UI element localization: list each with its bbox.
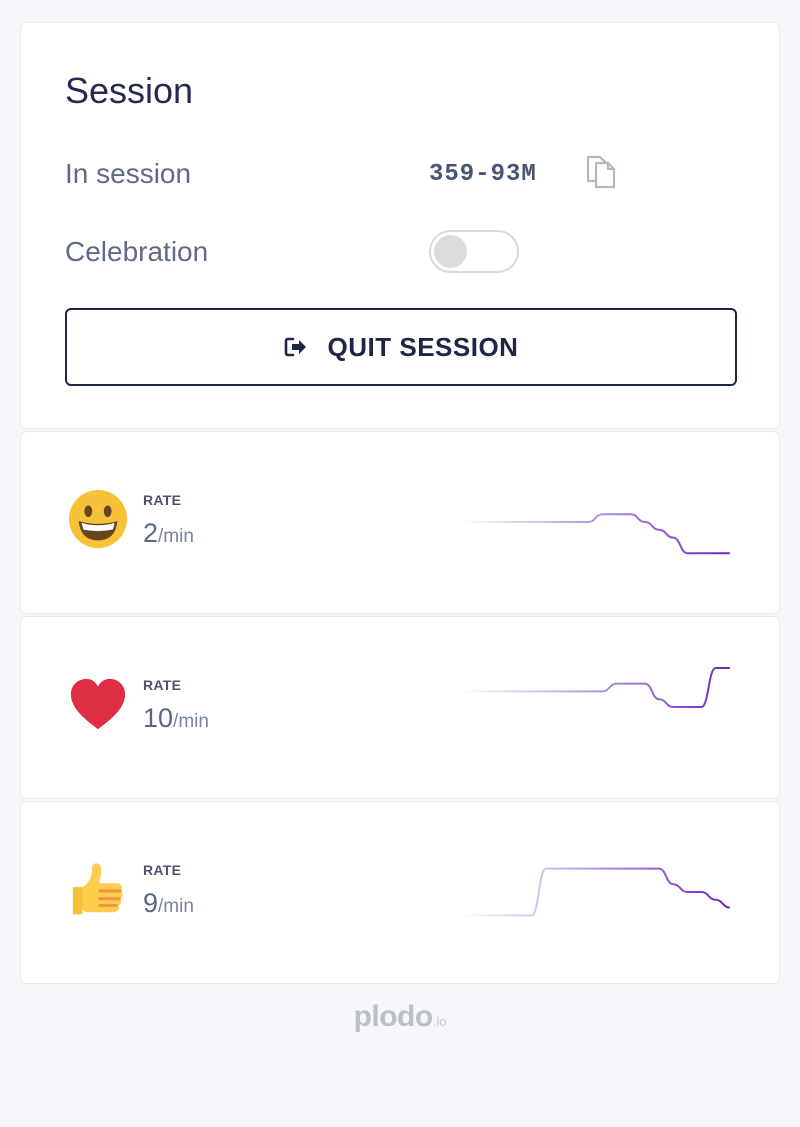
logout-icon — [284, 337, 306, 357]
logo-text: plodo — [353, 1000, 434, 1033]
rate-sparkline — [461, 667, 730, 708]
logo-suffix: .io — [432, 1014, 447, 1029]
session-card: Session In session 359-93M Celebration Q… — [20, 22, 780, 429]
rate-unit: /min — [158, 526, 194, 547]
rate-value: 9/min — [143, 888, 194, 919]
sparkline-series — [461, 513, 730, 555]
rate-card-heart: RATE 10/min — [20, 616, 780, 799]
celebration-toggle[interactable] — [429, 230, 519, 273]
rate-value: 10/min — [143, 703, 209, 734]
quit-session-label: QUIT SESSION — [327, 331, 519, 362]
in-session-label: In session — [65, 158, 192, 189]
toggle-knob — [434, 235, 467, 268]
celebration-label: Celebration — [65, 236, 209, 267]
copy-code-button[interactable] — [579, 151, 621, 193]
rate-card-grinning: RATE 2/min — [20, 431, 780, 614]
rate-caption: RATE — [143, 492, 182, 508]
rate-unit: /min — [173, 711, 209, 732]
page-title: Session — [65, 70, 194, 111]
rate-caption: RATE — [143, 862, 182, 878]
grinning-face-icon — [68, 489, 128, 549]
thumbs-up-icon — [72, 863, 123, 915]
rate-sparkline — [461, 867, 730, 917]
rate-value: 2/min — [143, 518, 194, 549]
rate-card-thumbs-up: RATE 9/min — [20, 801, 780, 984]
sparkline-series — [461, 867, 730, 917]
rate-unit: /min — [158, 896, 194, 917]
heart-icon — [70, 678, 126, 730]
quit-session-button[interactable]: QUIT SESSION — [65, 308, 737, 386]
session-code: 359-93M — [429, 161, 537, 188]
footer-logo: plodo.io — [0, 1000, 800, 1034]
sparkline-series — [461, 667, 730, 708]
rate-number: 2 — [143, 518, 159, 548]
rate-sparkline — [461, 513, 730, 555]
rate-number: 10 — [143, 703, 174, 733]
rate-number: 9 — [143, 888, 159, 918]
rate-caption: RATE — [143, 677, 182, 693]
copy-icon — [586, 155, 616, 189]
